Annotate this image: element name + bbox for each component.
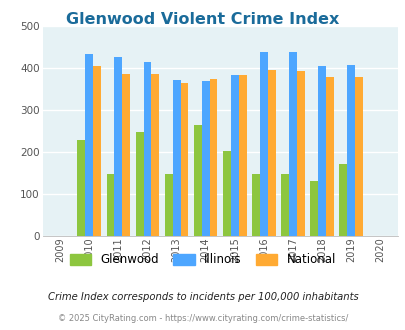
- Bar: [164, 174, 172, 236]
- Text: Glenwood Violent Crime Index: Glenwood Violent Crime Index: [66, 12, 339, 26]
- Text: Crime Index corresponds to incidents per 100,000 inhabitants: Crime Index corresponds to incidents per…: [47, 292, 358, 302]
- Bar: [106, 174, 114, 236]
- Bar: [288, 52, 296, 236]
- Bar: [281, 174, 288, 236]
- Bar: [354, 77, 362, 236]
- Bar: [135, 132, 143, 236]
- Bar: [151, 74, 159, 236]
- Bar: [93, 66, 101, 236]
- Legend: Glenwood, Illinois, National: Glenwood, Illinois, National: [70, 253, 335, 266]
- Bar: [114, 56, 122, 236]
- Bar: [259, 52, 267, 236]
- Bar: [77, 140, 85, 236]
- Bar: [122, 74, 130, 236]
- Bar: [296, 71, 304, 236]
- Text: © 2025 CityRating.com - https://www.cityrating.com/crime-statistics/: © 2025 CityRating.com - https://www.city…: [58, 314, 347, 323]
- Bar: [267, 70, 275, 236]
- Bar: [325, 77, 333, 236]
- Bar: [252, 174, 259, 236]
- Bar: [222, 151, 230, 236]
- Bar: [180, 82, 188, 236]
- Bar: [201, 81, 209, 236]
- Bar: [230, 76, 238, 236]
- Bar: [347, 65, 354, 236]
- Bar: [238, 76, 246, 236]
- Bar: [339, 164, 347, 236]
- Bar: [209, 79, 217, 236]
- Bar: [172, 80, 180, 236]
- Bar: [318, 66, 325, 236]
- Bar: [309, 182, 318, 236]
- Bar: [194, 125, 201, 236]
- Bar: [85, 54, 93, 236]
- Bar: [143, 62, 151, 236]
